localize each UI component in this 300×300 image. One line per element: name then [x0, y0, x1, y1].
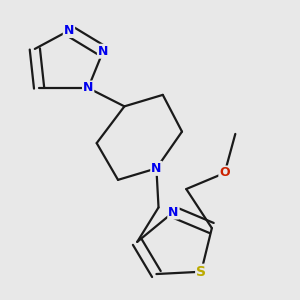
Text: N: N	[168, 206, 178, 218]
Text: N: N	[98, 45, 108, 58]
Text: O: O	[219, 167, 230, 179]
Text: N: N	[83, 82, 93, 94]
Text: N: N	[64, 24, 74, 37]
Text: N: N	[151, 162, 162, 175]
Text: S: S	[196, 265, 206, 279]
